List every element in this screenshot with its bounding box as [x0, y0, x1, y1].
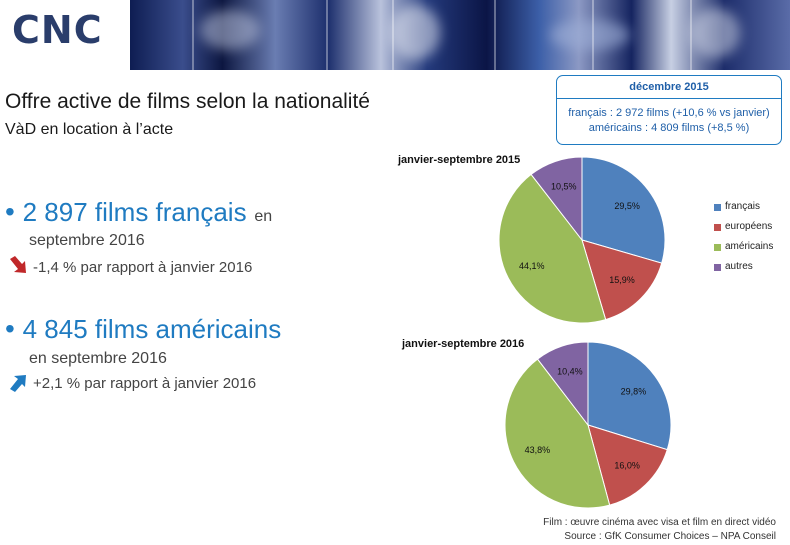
legend-swatch [714, 204, 721, 211]
bullet-dot: • [5, 196, 23, 227]
arrow-down-icon [10, 256, 26, 273]
legend-swatch [714, 264, 721, 271]
bullet-change-french: -1,4 % par rapport à janvier 2016 [33, 259, 253, 276]
pie-label-2016-0: 29,8% [621, 387, 647, 397]
pie-slice-2015-1 [581, 239, 663, 321]
page-subtitle: VàD en location à l’acte [5, 121, 174, 138]
bullet-dot: • [5, 313, 23, 344]
pie-slice-2015-0 [581, 156, 666, 264]
callout-line-american: américains : 4 809 films (+8,5 %) [588, 122, 750, 134]
pie-label-2016-2: 43,8% [525, 445, 551, 455]
banner-image [130, 0, 790, 70]
pie-label-2015-1: 15,9% [609, 275, 635, 285]
pie-slice-2015-2 [498, 173, 607, 324]
callout-line-french: français : 2 972 films (+10,6 % vs janvi… [568, 107, 770, 119]
arrow-up-icon [10, 375, 26, 392]
pie-label-2016-1: 16,0% [614, 461, 640, 471]
pie-chart-2015: 29,5% 15,9% 44,1% 10,5% [498, 156, 666, 324]
bullet-date-french: septembre 2016 [29, 232, 145, 249]
pie-label-2015-0: 29,5% [614, 201, 640, 211]
legend-swatch [714, 244, 721, 251]
pie-title-2015: janvier-septembre 2015 [398, 154, 521, 166]
pie-slice-2015-3 [530, 156, 583, 242]
pie-slice-2016-0 [587, 341, 672, 451]
pie-title-2016: janvier-septembre 2016 [402, 338, 525, 350]
bullet-change-american: +2,1 % par rapport à janvier 2016 [33, 375, 257, 392]
legend-label: autres [725, 261, 753, 272]
header-banner: CNC [0, 0, 790, 70]
pie-label-2015-3: 10,5% [551, 182, 577, 192]
bullet-main-french: 2 897 films français [22, 197, 247, 227]
legend-label: américains [725, 241, 774, 252]
pie-label-2015-2: 44,1% [519, 261, 545, 271]
cnc-logo: CNC [12, 8, 103, 52]
december-2015-callout: décembre 2015 français : 2 972 films (+1… [556, 75, 782, 145]
pie-chart-2016: 29,8% 16,0% 43,8% 10,4% [504, 341, 672, 509]
footnote-source: Source : GfK Consumer Choices – NPA Cons… [564, 531, 776, 542]
legend-label: européens [725, 221, 773, 232]
bullet-suffix-french: en [254, 208, 273, 225]
bullet-main-american: 4 845 films américains [22, 314, 282, 344]
pie-label-2016-3: 10,4% [557, 367, 583, 377]
page-title: Offre active de films selon la nationali… [5, 90, 370, 113]
bullet-date-american: en septembre 2016 [29, 350, 167, 367]
pie-slice-2016-3 [536, 341, 589, 427]
legend-label: français [725, 201, 761, 212]
legend-swatch [714, 224, 721, 231]
bullet-american-films: • 4 845 films américains [5, 313, 281, 345]
footnote-definition: Film : œuvre cinéma avec visa et film en… [543, 517, 776, 528]
pie-slice-2016-2 [504, 358, 611, 509]
pie-slice-2016-1 [587, 424, 668, 506]
callout-heading: décembre 2015 [557, 76, 781, 99]
bullet-french-films: • 2 897 films français en [5, 196, 272, 228]
